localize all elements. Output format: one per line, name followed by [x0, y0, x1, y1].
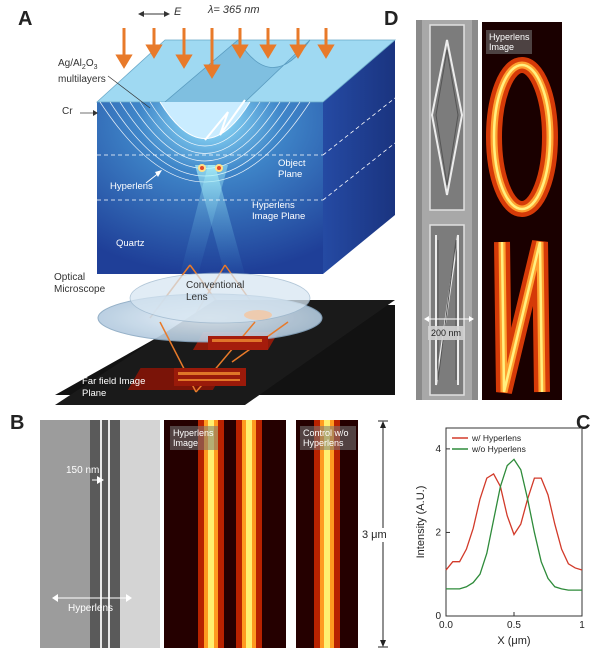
panel-d-letter: D [384, 8, 399, 30]
cr-label: Cr [62, 106, 73, 117]
intensity-chart: 0 2 4 0.0 0.5 1 X (μm) Intensity (A.U.) w/ Hyper… [415, 427, 585, 647]
sem-image-on [416, 20, 478, 400]
hyperlens-label: Hyperlens [110, 181, 153, 192]
x-axis-label: X (μm) [497, 635, 530, 647]
y-tick-label: 4 [435, 444, 441, 455]
control-tag: Control w/o Hyperlens [300, 426, 356, 450]
wavelength-label: λ= 365 nm [208, 4, 260, 16]
hyperlens-image-line [164, 420, 286, 648]
panel-c: C 0 2 4 0.0 0.5 1 X (μm) Intensity (A.U.) w/ Hyp… [400, 410, 599, 652]
hyperlens-label-b: Hyperlens [68, 603, 114, 614]
scale-3um-label: 3 μm [362, 528, 387, 542]
panel-d: D Hyperlens Image 200 nm [384, 0, 599, 410]
panel-b: B 150 nm Hyperlens Hyperlens Image Contr… [0, 410, 410, 652]
conventional-lens-label: Conventional Lens [186, 280, 245, 303]
y-axis-label: Intensity (A.U.) [415, 486, 427, 559]
panel-b-letter: B [10, 412, 25, 434]
hyperlens-image-tag-b: Hyperlens Image [170, 426, 218, 450]
legend-label-1: w/o Hyperlens [471, 444, 526, 454]
sem-image-hyperlens [40, 420, 160, 648]
quartz-label: Quartz [116, 238, 145, 249]
panel-a-letter: A [18, 8, 33, 30]
scale-150nm-label: 150 nm [66, 465, 100, 476]
scale-200nm-label: 200 nm [428, 326, 465, 340]
quartz-block-side [323, 40, 395, 274]
hyperlens-image-on [482, 22, 562, 400]
hyperlens-image-plane-label: Hyperlens Image Plane [252, 200, 306, 222]
series-line-1 [446, 458, 582, 591]
y-tick-label: 0 [435, 611, 441, 622]
hyperlens-image-tag-d: Hyperlens Image [486, 30, 532, 54]
x-tick-label: 0.5 [507, 620, 521, 631]
panel-a-illustration [55, 11, 397, 405]
legend-label-0: w/ Hyperlens [471, 433, 521, 443]
plot-frame [445, 427, 583, 617]
object-plane-label: Object Plane [278, 158, 306, 180]
polarization-label: E [174, 6, 182, 18]
x-tick-label: 1 [579, 620, 585, 631]
incident-arrows [115, 28, 335, 79]
x-tick-label: 0.0 [439, 620, 453, 631]
multilayers-label: Ag/Al2O3 multilayers [58, 58, 106, 85]
far-field-label: Far field Image Plane [82, 376, 146, 399]
series-line-0 [445, 473, 583, 571]
y-tick-label: 2 [435, 527, 441, 538]
optical-microscope-label: Optical Microscope [54, 272, 106, 295]
control-image [296, 420, 358, 648]
panel-a: A [0, 0, 400, 410]
